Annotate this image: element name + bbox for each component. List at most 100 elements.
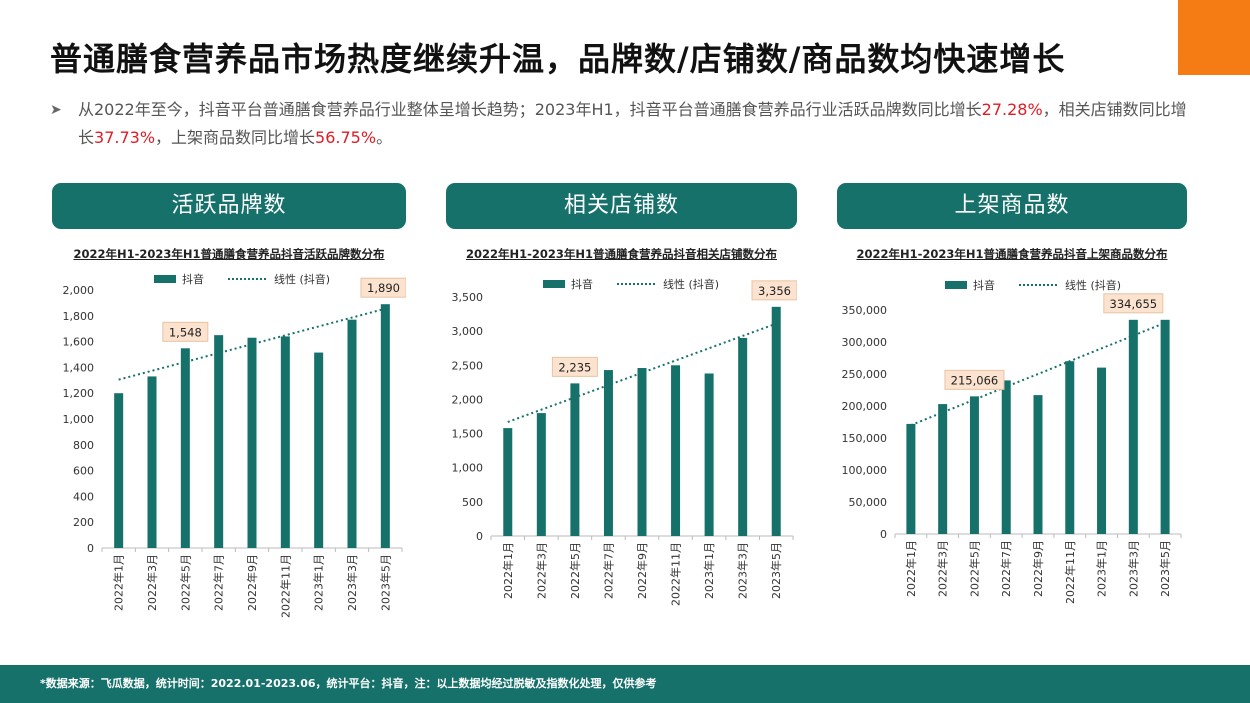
x-tick-label: 2022年9月 — [245, 554, 259, 611]
legend-label-trend: 线性 (抖音) — [663, 277, 719, 291]
y-tick-label: 2,000 — [452, 393, 484, 406]
bar — [570, 383, 580, 536]
y-tick-label: 1,500 — [452, 428, 484, 441]
y-tick-label: 1,000 — [452, 462, 484, 475]
x-tick-label: 2023年1月 — [702, 542, 716, 599]
y-tick-label: 800 — [73, 439, 94, 452]
x-tick-label: 2023年3月 — [736, 542, 750, 599]
y-tick-label: 1,600 — [63, 336, 95, 349]
y-tick-label: 2,500 — [452, 359, 484, 372]
panel-header-brands: 活跃品牌数 — [52, 183, 406, 229]
data-label-box — [751, 280, 797, 301]
legend-label-series: 抖音 — [571, 277, 593, 291]
arrow-bullet-icon: ➤ — [50, 102, 62, 118]
x-tick-label: 2022年3月 — [534, 542, 548, 599]
trendline — [118, 307, 386, 381]
brand-growth-rate: 27.28% — [981, 100, 1043, 119]
bar — [906, 423, 916, 534]
y-tick-label: 50,000 — [849, 496, 888, 509]
legend-label-trend: 线性 (抖音) — [1065, 278, 1121, 292]
bar — [536, 413, 546, 536]
y-tick-label: 200 — [73, 516, 94, 529]
x-tick-label: 2022年1月 — [904, 540, 918, 597]
bar — [347, 319, 357, 548]
y-tick-label: 350,000 — [842, 304, 888, 317]
panel-header-stores: 相关店铺数 — [446, 183, 797, 229]
y-tick-label: 1,000 — [63, 413, 95, 426]
y-tick-label: 3,000 — [452, 325, 484, 338]
summary-part1: 从2022年至今，抖音平台普通膳食营养品行业整体呈增长趋势；2023年H1，抖音… — [78, 100, 982, 119]
y-tick-label: 250,000 — [842, 368, 888, 381]
page-title: 普通膳食营养品市场热度继续升温，品牌数/店铺数/商品数均快速增长 — [50, 40, 1066, 78]
y-tick-label: 200,000 — [842, 400, 888, 413]
legend-label-trend: 线性 (抖音) — [274, 272, 330, 286]
summary-part2: ，相关店铺数同比增长 — [78, 100, 1187, 147]
y-tick-label: 1,200 — [63, 387, 95, 400]
store-growth-rate: 37.73% — [94, 128, 156, 147]
bar — [114, 393, 124, 548]
data-label: 1,548 — [169, 325, 202, 339]
y-tick-label: 600 — [73, 465, 94, 478]
data-label-box — [551, 356, 598, 377]
footer-source-note: *数据来源：飞瓜数据，统计时间：2022.01-2023.06，统计平台：抖音，… — [0, 665, 1250, 703]
x-tick-label: 2023年3月 — [1126, 540, 1140, 597]
x-tick-label: 2022年5月 — [967, 540, 981, 597]
x-tick-label: 2023年3月 — [345, 554, 359, 611]
summary-part3: ，上架商品数同比增长 — [155, 128, 316, 147]
bar — [603, 370, 613, 536]
x-tick-label: 2022年7月 — [999, 540, 1013, 597]
panel-header-products: 上架商品数 — [837, 183, 1187, 229]
data-label-box — [1103, 293, 1164, 314]
bar — [503, 428, 513, 536]
panel-products: 上架商品数 2022年H1-2023年H1普通膳食营养品抖音上架商品数分布 0 5… — [837, 183, 1187, 604]
data-label: 334,655 — [1110, 297, 1158, 311]
x-tick-label: 2022年9月 — [635, 542, 649, 599]
panel-brands: 活跃品牌数 2022年H1-2023年H1普通膳食营养品抖音活跃品牌数分布 0 2… — [52, 183, 406, 618]
y-tick-label: 0 — [476, 530, 483, 543]
bar — [938, 404, 948, 534]
chart-title-products: 2022年H1-2023年H1普通膳食营养品抖音上架商品数分布 — [856, 247, 1168, 261]
x-tick-label: 2022年5月 — [568, 542, 582, 599]
legend-label-series: 抖音 — [182, 272, 204, 286]
y-tick-label: 1,800 — [63, 310, 95, 323]
y-tick-label: 1,400 — [63, 361, 95, 374]
chart-title-stores: 2022年H1-2023年H1普通膳食营养品抖音相关店铺数分布 — [465, 247, 778, 261]
bar — [637, 368, 647, 536]
bar — [380, 304, 390, 548]
bar — [280, 336, 290, 548]
x-tick-label: 2023年5月 — [769, 542, 783, 599]
summary-part4: 。 — [376, 128, 393, 147]
bar — [214, 335, 224, 548]
data-label-box — [944, 369, 1005, 390]
bar — [738, 337, 748, 536]
x-tick-label: 2022年9月 — [1031, 540, 1045, 597]
corner-accent — [1178, 0, 1250, 75]
bar — [1033, 395, 1043, 534]
y-tick-label: 500 — [462, 496, 483, 509]
y-tick-label: 0 — [87, 542, 94, 555]
x-tick-label: 2022年3月 — [145, 554, 159, 611]
legend-swatch-bar — [543, 280, 565, 288]
chart-stores: 0 500 1,000 1,500 2,000 2,500 3,000 3,500 2022年1… — [452, 277, 797, 606]
x-tick-label: 2022年1月 — [501, 542, 515, 599]
y-tick-label: 400 — [73, 490, 94, 503]
x-tick-label: 2022年1月 — [112, 554, 126, 611]
bar — [969, 396, 979, 534]
data-label-box — [360, 277, 406, 298]
data-label: 1,890 — [367, 281, 400, 295]
bar — [671, 365, 681, 536]
bar — [1001, 380, 1011, 534]
x-tick-label: 2023年5月 — [1158, 540, 1172, 597]
bar — [1065, 361, 1075, 534]
panel-stores: 相关店铺数 2022年H1-2023年H1普通膳食营养品抖音相关店铺数分布 0 5… — [446, 183, 797, 606]
y-tick-label: 150,000 — [842, 432, 888, 445]
trendline — [910, 321, 1166, 427]
chart-brands: 0 200 400 600 800 1,000 1,200 1,400 1,600 1,800 2,… — [63, 272, 406, 618]
data-label: 2,235 — [558, 360, 591, 374]
bar — [147, 376, 157, 548]
x-tick-label: 2022年5月 — [178, 554, 192, 611]
y-tick-label: 3,500 — [452, 291, 484, 304]
y-tick-label: 2,000 — [63, 284, 95, 297]
product-growth-rate: 56.75% — [315, 128, 377, 147]
bar — [1160, 319, 1170, 534]
